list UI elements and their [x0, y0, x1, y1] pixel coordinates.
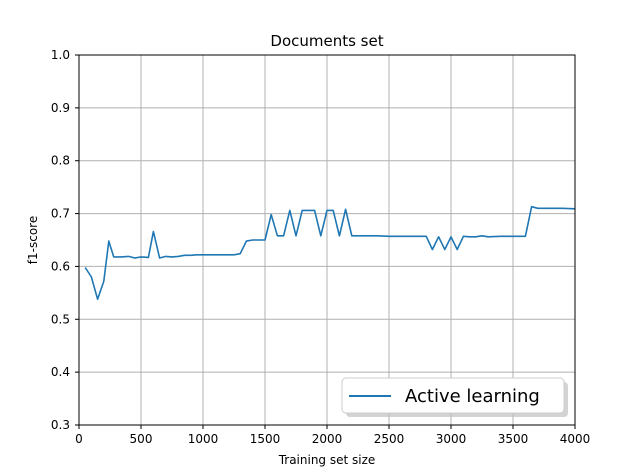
y-tick-label: 0.8 [51, 154, 70, 168]
x-tick-label: 2000 [312, 432, 343, 446]
y-tick-label: 0.6 [51, 259, 70, 273]
x-tick-label: 1500 [250, 432, 281, 446]
chart-title: Documents set [270, 32, 383, 50]
legend-box [341, 377, 565, 414]
x-tick-label: 1000 [188, 432, 219, 446]
y-axis: 0.3 0.4 0.5 0.6 0.7 0.8 0.9 1.0 [51, 48, 79, 432]
y-tick-label: 0.5 [51, 312, 70, 326]
y-tick-label: 0.3 [51, 418, 70, 432]
x-axis: 0 500 1000 1500 2000 2500 3000 3500 4000 [75, 425, 590, 446]
x-tick-label: 3000 [436, 432, 467, 446]
y-tick-label: 0.4 [51, 365, 70, 379]
y-tick-label: 1.0 [51, 48, 70, 62]
x-tick-label: 4000 [560, 432, 591, 446]
x-tick-label: 2500 [374, 432, 405, 446]
series-layer [84, 205, 576, 301]
y-tick-label: 0.7 [51, 207, 70, 221]
x-axis-label: Training set size [278, 453, 376, 467]
series-line-0 [84, 205, 576, 301]
x-tick-label: 3500 [498, 432, 529, 446]
y-axis-label: f1-score [26, 216, 40, 264]
legend-label: Active learning [405, 386, 540, 407]
x-tick-label: 0 [75, 432, 83, 446]
x-tick-label: 500 [130, 432, 153, 446]
legend: Active learning [341, 377, 568, 417]
y-tick-label: 0.9 [51, 101, 70, 115]
